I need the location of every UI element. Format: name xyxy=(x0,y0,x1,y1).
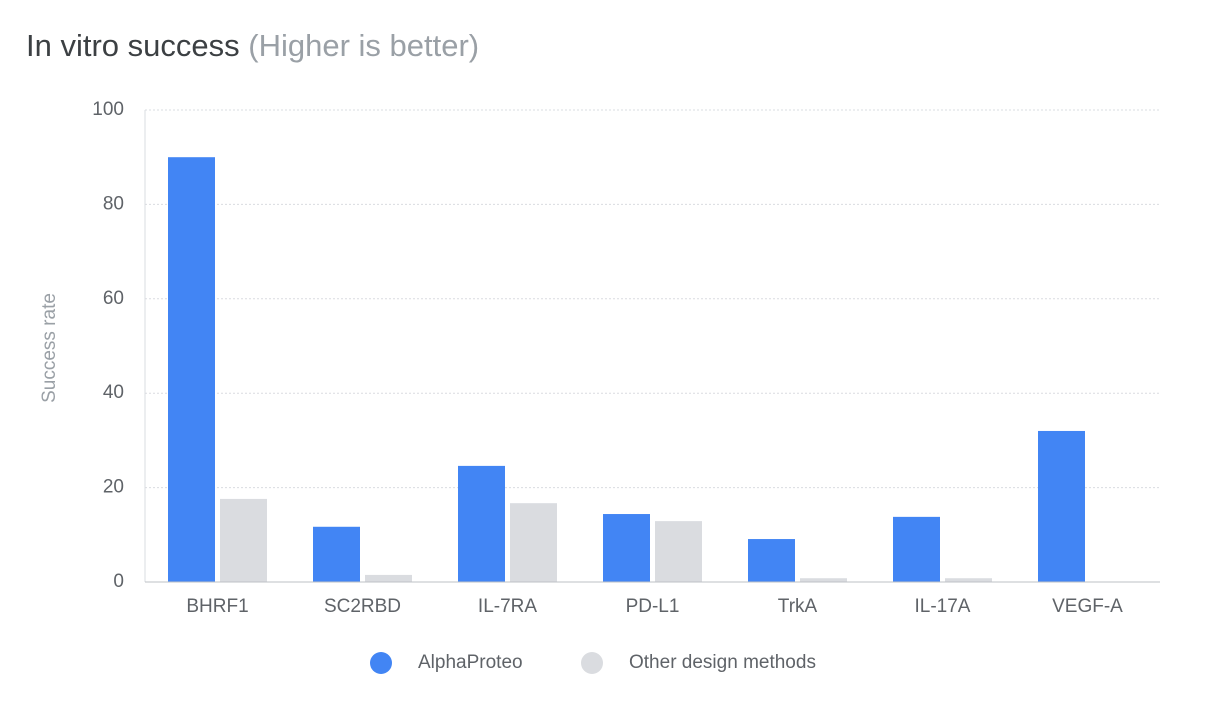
x-tick-label: IL-17A xyxy=(915,596,971,617)
bar xyxy=(800,578,847,582)
bar xyxy=(313,526,360,582)
bar xyxy=(220,498,267,582)
y-tick-label: 80 xyxy=(103,193,124,214)
x-tick-label: BHRF1 xyxy=(186,596,248,617)
bar xyxy=(945,578,992,582)
bar xyxy=(458,465,505,582)
x-tick-label: PD-L1 xyxy=(626,596,680,617)
y-tick-label: 60 xyxy=(103,288,124,309)
x-tick-label: VEGF-A xyxy=(1052,596,1123,617)
subtitle: (Higher is better) xyxy=(248,28,479,63)
legend-label: AlphaProteo xyxy=(418,652,523,673)
bar xyxy=(510,503,557,582)
bar xyxy=(603,514,650,582)
x-tick-label: TrkA xyxy=(778,596,818,617)
bar xyxy=(168,157,215,582)
chart-title: In vitro success (Higher is better) xyxy=(26,28,479,63)
x-tick-label: IL-7RA xyxy=(478,596,537,617)
y-tick-label: 20 xyxy=(103,477,124,498)
x-tick-label: SC2RBD xyxy=(324,596,401,617)
bar xyxy=(748,539,795,582)
legend-swatch xyxy=(370,652,392,674)
y-axis-label: Success rate xyxy=(39,293,60,403)
bar xyxy=(655,521,702,582)
legend-label: Other design methods xyxy=(629,652,816,673)
y-tick-label: 40 xyxy=(103,382,124,403)
title: In vitro success xyxy=(26,28,240,63)
bar xyxy=(1038,430,1085,582)
legend-swatch xyxy=(581,652,603,674)
y-tick-label: 100 xyxy=(92,99,124,120)
bar xyxy=(893,516,940,582)
y-tick-label: 0 xyxy=(113,571,124,592)
bar xyxy=(365,574,412,582)
